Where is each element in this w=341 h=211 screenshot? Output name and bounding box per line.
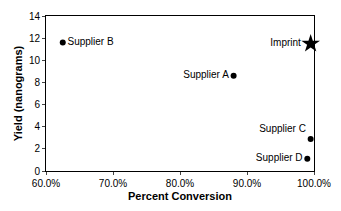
svg-text:14: 14 — [29, 11, 41, 22]
svg-text:Percent Conversion: Percent Conversion — [128, 190, 232, 202]
svg-text:2: 2 — [34, 143, 40, 154]
svg-text:90.0%: 90.0% — [233, 178, 261, 189]
svg-text:0: 0 — [34, 166, 40, 177]
svg-text:60.0%: 60.0% — [32, 178, 60, 189]
svg-text:12: 12 — [29, 33, 41, 44]
svg-text:8: 8 — [34, 77, 40, 88]
svg-text:Imprint: Imprint — [270, 37, 301, 48]
svg-text:Supplier B: Supplier B — [68, 36, 114, 47]
svg-text:10: 10 — [29, 55, 41, 66]
svg-text:4: 4 — [34, 121, 40, 132]
svg-text:Supplier C: Supplier C — [259, 123, 306, 134]
svg-text:6: 6 — [34, 99, 40, 110]
svg-text:80.0%: 80.0% — [166, 178, 194, 189]
svg-text:Supplier A: Supplier A — [183, 69, 229, 80]
svg-text:Yield (nanograms): Yield (nanograms) — [12, 45, 24, 141]
svg-text:100.0%: 100.0% — [297, 178, 331, 189]
svg-text:Supplier D: Supplier D — [256, 152, 303, 163]
svg-text:70.0%: 70.0% — [99, 178, 127, 189]
